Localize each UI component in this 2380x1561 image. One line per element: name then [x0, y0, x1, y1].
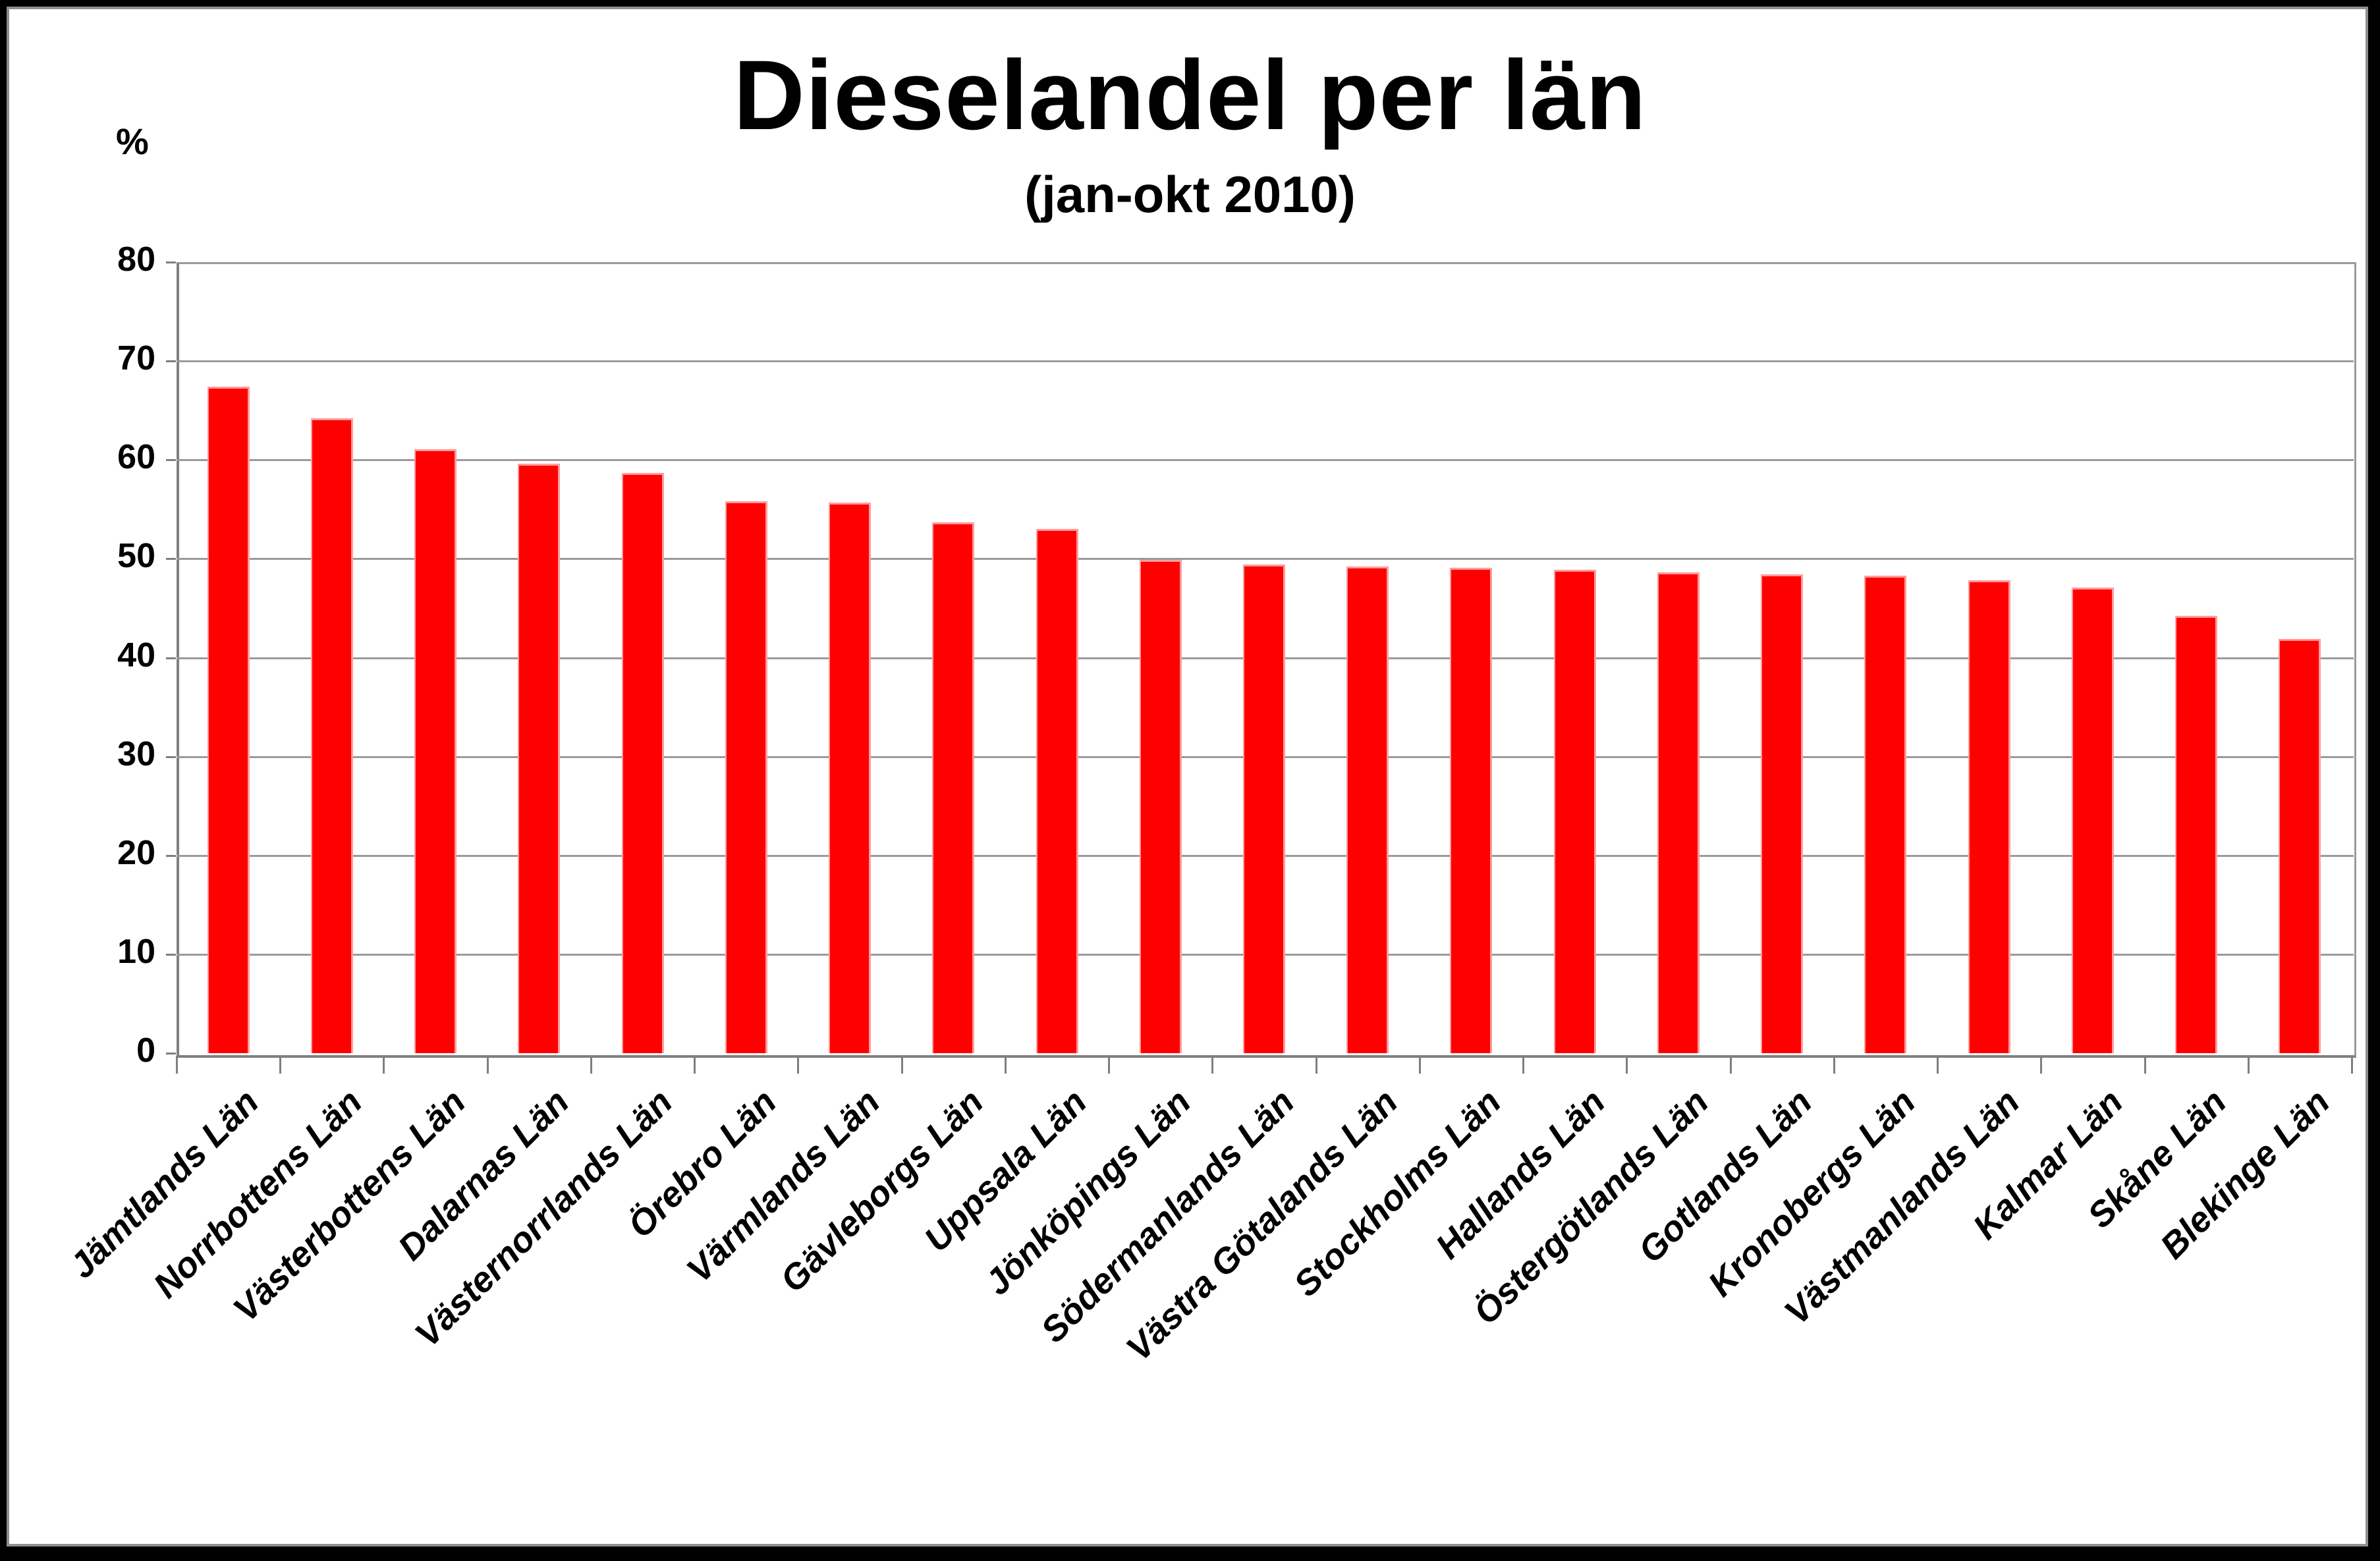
- x-axis-tick: [2040, 1056, 2043, 1074]
- bar: [310, 418, 353, 1053]
- y-axis-tick: [166, 360, 176, 363]
- y-axis-tick-label: 50: [117, 537, 155, 576]
- x-axis-tick: [797, 1056, 800, 1074]
- bar: [1450, 567, 1493, 1053]
- y-axis-tick: [166, 558, 176, 561]
- x-axis-tick: [486, 1056, 489, 1074]
- bar: [725, 501, 767, 1053]
- y-axis-tick: [166, 1053, 176, 1054]
- x-axis-tick: [1833, 1056, 1835, 1074]
- chart-subtitle: (jan-okt 2010): [1024, 165, 1356, 223]
- bar: [1761, 574, 1804, 1053]
- bar: [1243, 564, 1285, 1053]
- x-axis-tick: [590, 1056, 592, 1074]
- chart-title: Dieselandel per län: [733, 40, 1647, 150]
- bar: [1968, 580, 2010, 1053]
- bar: [829, 502, 872, 1053]
- x-axis-tick: [1211, 1056, 1214, 1074]
- bar: [1346, 566, 1389, 1053]
- x-axis-tick: [279, 1056, 282, 1074]
- x-axis-tick: [1937, 1056, 1939, 1074]
- x-axis-tick: [1522, 1056, 1525, 1074]
- y-axis-tick-label: 0: [136, 1031, 155, 1070]
- y-axis-unit-label: %: [116, 121, 149, 162]
- bar: [621, 472, 664, 1053]
- bar: [2175, 616, 2218, 1053]
- bar: [1864, 575, 1907, 1053]
- x-axis-tick: [694, 1056, 696, 1074]
- y-axis-tick: [166, 459, 176, 462]
- gridline: [177, 459, 2354, 462]
- gridline: [177, 558, 2354, 561]
- bar: [518, 464, 561, 1053]
- x-axis-tick: [1004, 1056, 1007, 1074]
- x-axis-tick: [1315, 1056, 1317, 1074]
- bar: [1553, 569, 1596, 1053]
- y-axis-tick: [166, 657, 176, 659]
- x-axis-category-label: Värmlands Län: [679, 1082, 888, 1290]
- bar: [1139, 559, 1182, 1053]
- bar: [207, 387, 250, 1053]
- x-axis-tick: [2247, 1056, 2250, 1074]
- y-axis-tick-label: 40: [117, 636, 155, 674]
- x-axis-tick: [2351, 1056, 2353, 1074]
- y-axis-tick: [166, 953, 176, 956]
- x-axis-tick: [1626, 1056, 1628, 1074]
- bar: [2071, 587, 2114, 1053]
- bar: [1657, 572, 1700, 1053]
- y-axis-tick: [166, 854, 176, 857]
- x-axis-tick: [176, 1056, 178, 1074]
- bar: [1036, 529, 1078, 1053]
- y-axis-tick-label: 10: [117, 932, 155, 971]
- y-axis-tick: [166, 261, 176, 263]
- x-axis-tick: [1418, 1056, 1421, 1074]
- x-axis-category-label: Jämtlands Län: [61, 1082, 266, 1286]
- x-axis-tick: [383, 1056, 385, 1074]
- y-axis-tick-label: 60: [117, 438, 155, 477]
- x-axis-tick: [900, 1056, 903, 1074]
- y-axis-tick-label: 70: [117, 339, 155, 378]
- x-axis-tick: [1729, 1056, 1732, 1074]
- x-axis-tick: [2144, 1056, 2146, 1074]
- x-axis-tick: [1108, 1056, 1111, 1074]
- bar: [414, 449, 457, 1053]
- y-axis-tick-label: 30: [117, 734, 155, 773]
- gridline: [177, 360, 2354, 363]
- y-axis-tick: [166, 755, 176, 758]
- y-axis-tick-label: 80: [117, 240, 155, 279]
- bar: [932, 522, 975, 1053]
- bar: [2279, 638, 2321, 1053]
- y-axis-tick-label: 20: [117, 833, 155, 872]
